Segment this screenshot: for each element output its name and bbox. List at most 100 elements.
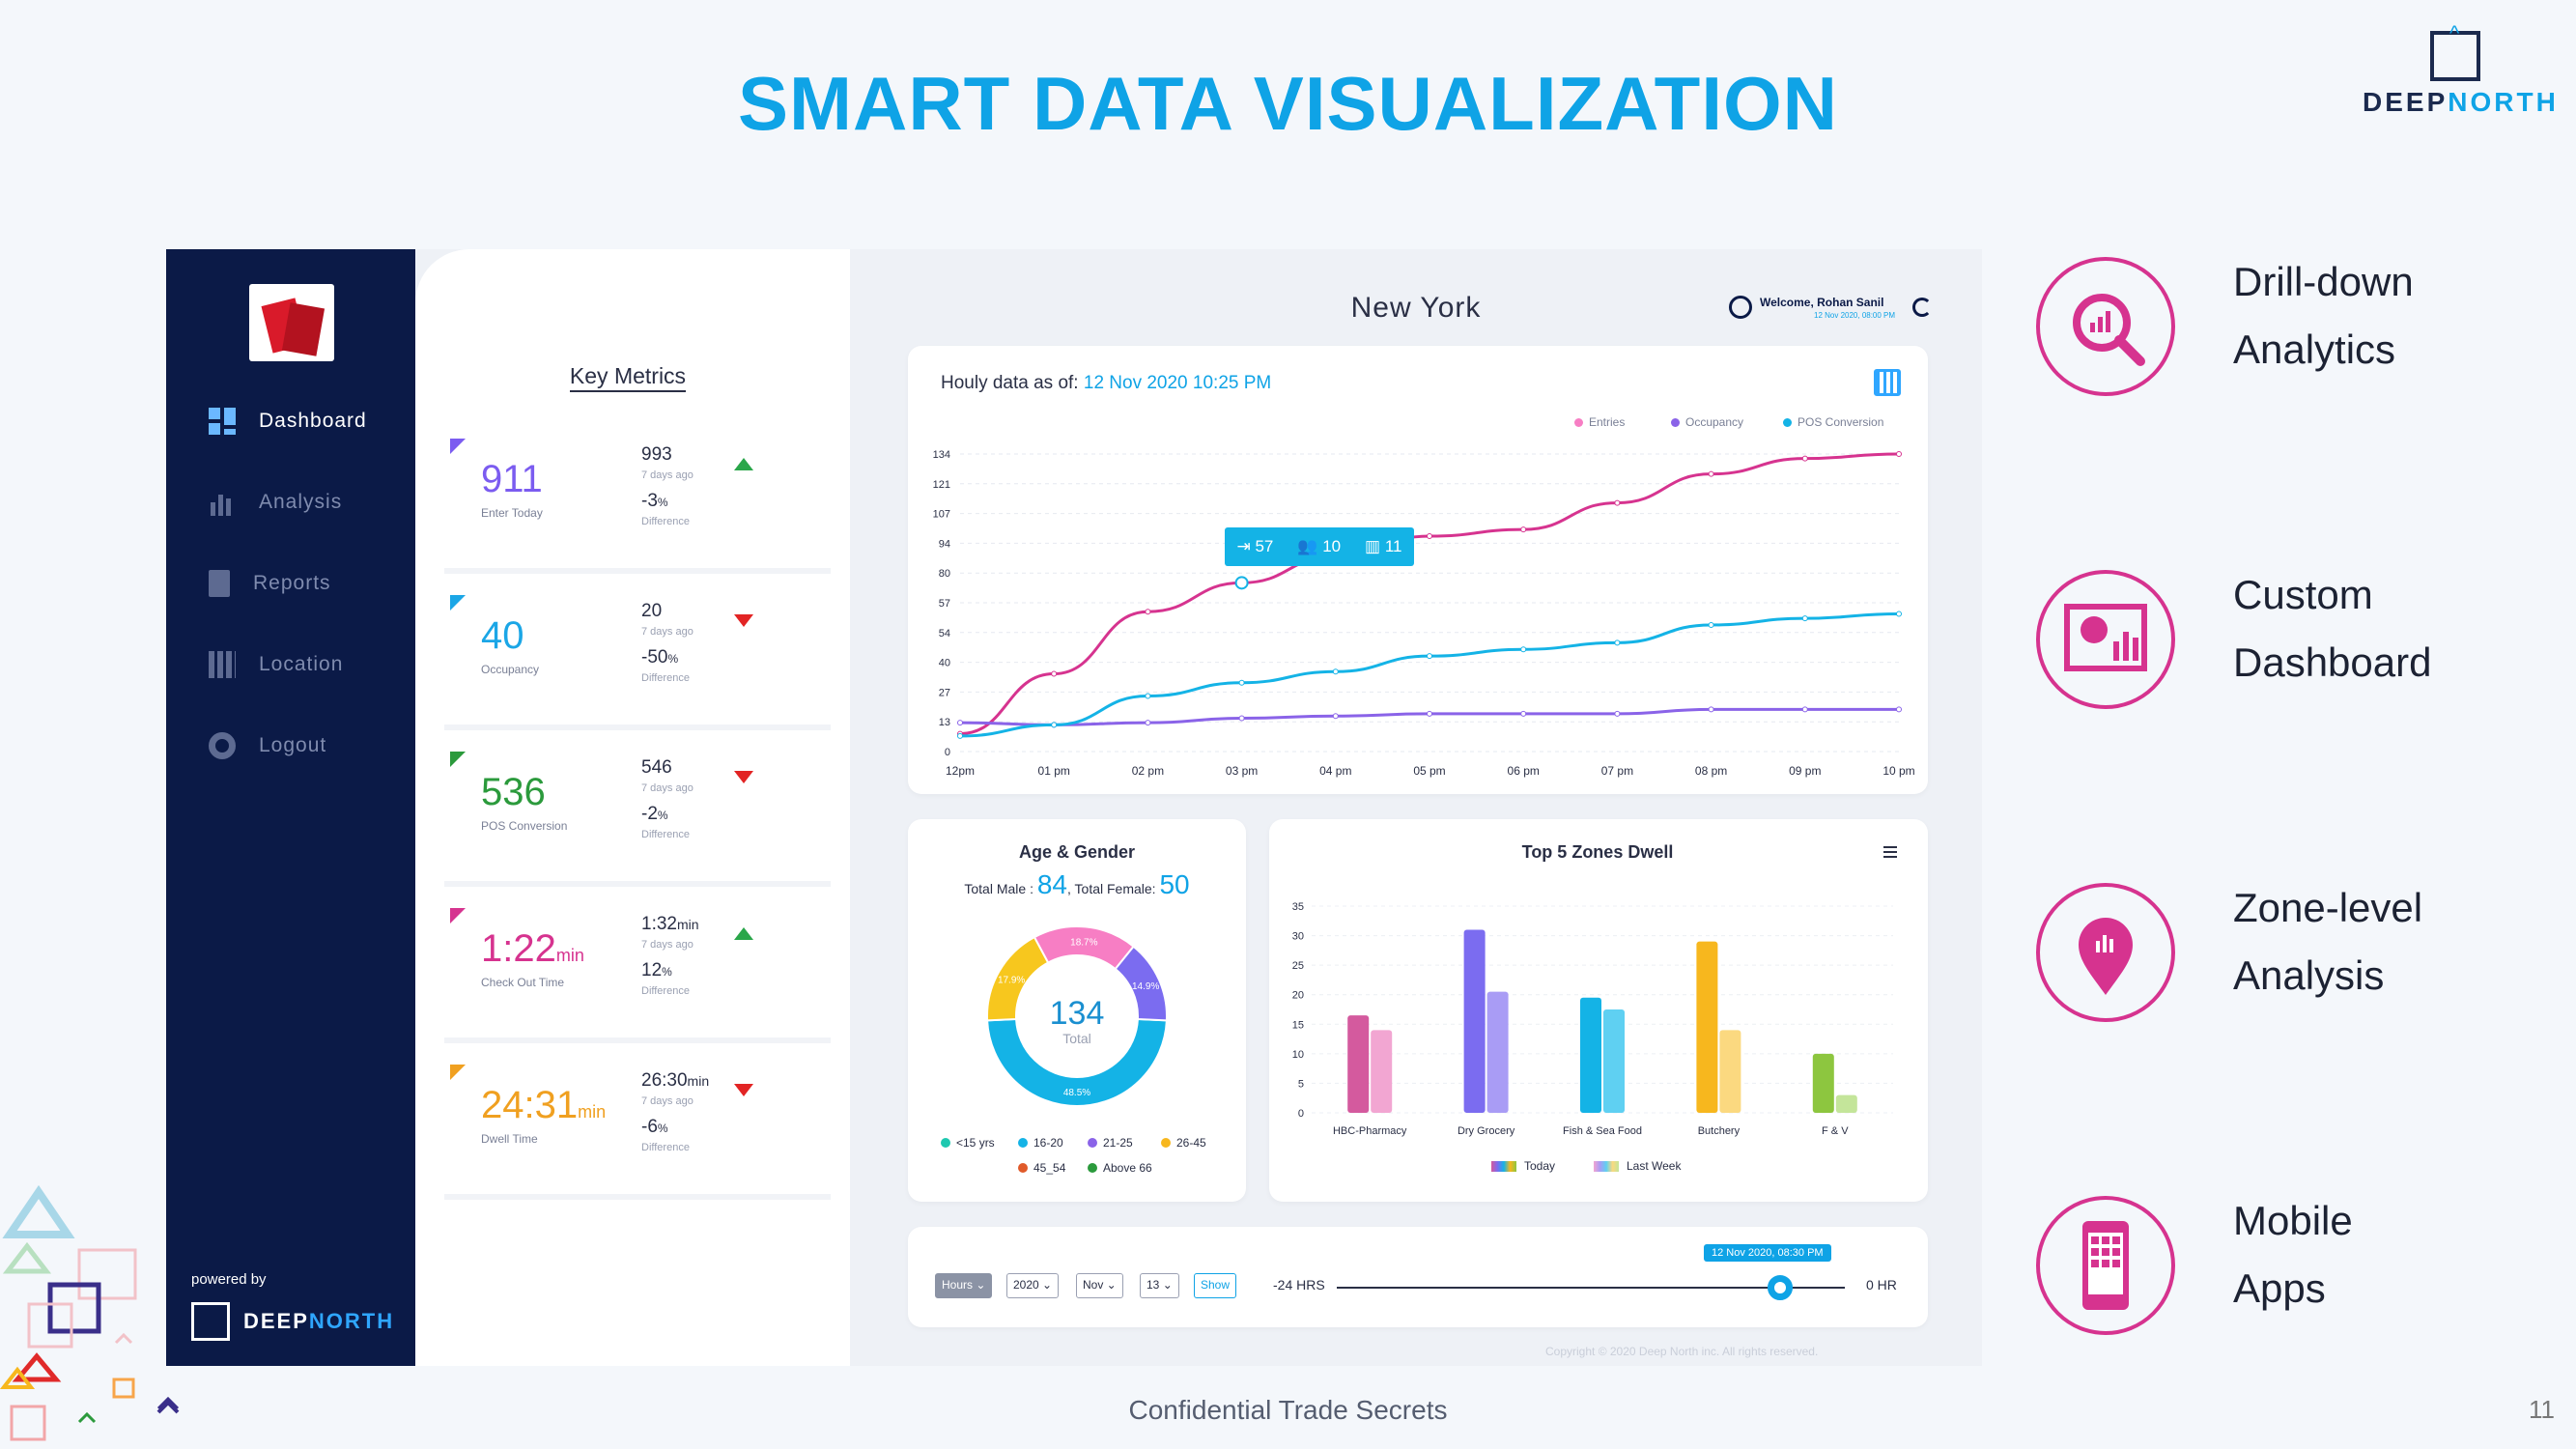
logout-icon — [209, 732, 236, 759]
metric-caption: POS Conversion — [481, 819, 568, 833]
y-tick-label: 25 — [1292, 960, 1304, 972]
data-point[interactable] — [1801, 706, 1808, 713]
data-point[interactable] — [1614, 639, 1621, 646]
feature-line2: Apps — [2233, 1265, 2326, 1311]
metric-flag-icon — [450, 908, 466, 923]
brand-square-icon — [191, 1302, 230, 1341]
data-point[interactable] — [1708, 470, 1714, 477]
y-tick-label: 57 — [939, 598, 950, 610]
day-select[interactable]: 13 ⌄ — [1140, 1273, 1179, 1298]
metric-previous: 20 — [641, 601, 663, 621]
donut-slice[interactable] — [1114, 945, 1168, 1022]
gender-totals: Total Male : 84, Total Female: 50 — [964, 869, 1190, 899]
sidebar-item-location[interactable]: Location — [209, 645, 343, 684]
data-point[interactable] — [1614, 499, 1621, 506]
data-point[interactable] — [1332, 668, 1339, 675]
data-point[interactable] — [1051, 722, 1058, 728]
data-point[interactable] — [1145, 720, 1151, 726]
data-point[interactable] — [1427, 533, 1432, 540]
series-line-entries — [959, 452, 1900, 736]
y-tick-label: 35 — [1292, 901, 1304, 913]
mobile-app-icon — [2036, 1196, 2175, 1335]
x-tick-label: 04 pm — [1319, 764, 1351, 778]
metric-difference-caption: Difference — [641, 672, 690, 684]
month-select[interactable]: Nov ⌄ — [1076, 1273, 1123, 1298]
slider-min-label: -24 HRS — [1273, 1277, 1325, 1293]
feature-mobile-apps: Mobile Apps — [2032, 1196, 2534, 1341]
data-point[interactable] — [1520, 526, 1527, 533]
bar-last-week[interactable] — [1371, 1030, 1393, 1113]
bar-last-week[interactable] — [1835, 1094, 1857, 1113]
data-point[interactable] — [1614, 710, 1621, 717]
city-title: New York — [1350, 292, 1482, 324]
trend-up-icon — [734, 458, 753, 470]
highlighted-point[interactable] — [1234, 576, 1249, 590]
data-point[interactable] — [1896, 451, 1902, 457]
time-slider-thumb[interactable] — [1768, 1275, 1793, 1300]
bar-last-week[interactable] — [1486, 991, 1509, 1113]
sidebar-item-reports[interactable]: Reports — [209, 564, 331, 603]
dashboard-preview: Dashboard Analysis Reports Location Logo… — [166, 249, 1982, 1366]
menu-icon[interactable] — [1883, 846, 1897, 858]
data-point[interactable] — [1051, 670, 1058, 677]
chart-tooltip: ⇥ 57 👥 10 ▥ 11 — [1225, 527, 1414, 566]
reports-icon — [209, 570, 230, 597]
donut-slice[interactable] — [986, 1017, 1168, 1108]
trend-down-icon — [734, 771, 753, 783]
data-point[interactable] — [1520, 710, 1527, 717]
slice-label: 18.7% — [1070, 937, 1097, 948]
bar-last-week[interactable] — [1719, 1030, 1741, 1113]
x-tick-label: 12pm — [946, 764, 975, 778]
welcome-date: 12 Nov 2020, 08:00 PM — [1814, 311, 1896, 320]
data-point[interactable] — [1427, 653, 1432, 660]
y-tick-label: 0 — [945, 747, 950, 758]
data-point[interactable] — [1238, 679, 1245, 686]
metric-caption: Check Out Time — [481, 976, 565, 989]
data-point[interactable] — [957, 720, 963, 726]
time-slider-track[interactable] — [1337, 1287, 1845, 1289]
metric-flag-icon — [450, 1065, 466, 1080]
bar-today[interactable] — [1347, 1015, 1370, 1113]
data-point[interactable] — [1896, 706, 1902, 713]
data-point[interactable] — [1708, 706, 1714, 713]
key-metrics-title: Key Metrics — [415, 363, 840, 392]
sidebar-item-dashboard[interactable]: Dashboard — [209, 402, 367, 440]
data-point[interactable] — [1801, 615, 1808, 622]
sidebar-item-analysis[interactable]: Analysis — [209, 483, 342, 522]
x-category-label: F & V — [1822, 1125, 1849, 1137]
hours-select[interactable]: Hours ⌄ — [935, 1273, 993, 1298]
data-point[interactable] — [1896, 611, 1902, 617]
metric-value: 536 — [481, 771, 546, 813]
bar-today[interactable] — [1580, 997, 1601, 1113]
bar-last-week[interactable] — [1603, 1009, 1625, 1113]
metric-card: 911 Enter Today 993 7 days ago -3% Difference — [444, 429, 831, 574]
year-select[interactable]: 2020 ⌄ — [1006, 1273, 1060, 1298]
data-point[interactable] — [1520, 646, 1527, 653]
metric-difference: -6% — [641, 1117, 668, 1137]
slider-max-label: 0 HR — [1866, 1277, 1897, 1293]
legend-today: Today — [1491, 1159, 1555, 1173]
data-point[interactable] — [1801, 455, 1808, 462]
data-point[interactable] — [1332, 713, 1339, 720]
data-point[interactable] — [1238, 715, 1245, 722]
bar-today[interactable] — [1812, 1053, 1834, 1113]
legend-last-week: Last Week — [1594, 1159, 1681, 1173]
bar-today[interactable] — [1463, 929, 1486, 1113]
y-tick-label: 5 — [1298, 1078, 1304, 1090]
show-button[interactable]: Show — [1194, 1273, 1237, 1298]
metric-value: 24:31min — [481, 1084, 607, 1126]
sidebar-item-logout[interactable]: Logout — [209, 726, 326, 765]
user-welcome[interactable]: Welcome, Rohan Sanil 12 Nov 2020, 08:00 … — [1729, 294, 1932, 332]
trend-up-icon — [734, 927, 753, 940]
metric-previous-caption: 7 days ago — [641, 626, 694, 638]
data-point[interactable] — [1427, 710, 1432, 717]
data-point[interactable] — [1145, 609, 1151, 615]
data-point[interactable] — [957, 732, 963, 739]
bar-today[interactable] — [1696, 941, 1718, 1113]
calendar-icon[interactable] — [1874, 369, 1901, 396]
data-point[interactable] — [1708, 621, 1714, 628]
y-tick-label: 15 — [1292, 1019, 1304, 1031]
data-point[interactable] — [1145, 693, 1151, 699]
logo-caret-icon: ^ — [2449, 21, 2460, 45]
refresh-icon[interactable] — [1912, 298, 1932, 317]
